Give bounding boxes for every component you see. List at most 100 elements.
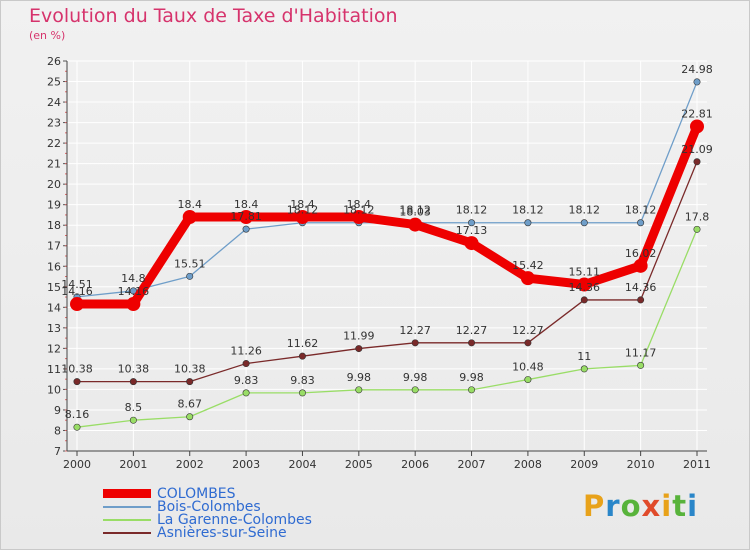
data-point — [637, 296, 645, 304]
data-point — [186, 413, 194, 421]
data-point — [580, 365, 588, 373]
data-point — [693, 225, 701, 233]
data-point — [355, 386, 363, 394]
legend-swatch — [103, 489, 151, 498]
data-label: 18.12 — [512, 204, 544, 217]
legend-label: La Garenne-Colombes — [157, 511, 312, 528]
data-point — [468, 386, 476, 394]
data-label: 15.42 — [512, 259, 544, 272]
y-tick-label: 13 — [47, 322, 61, 335]
data-label: 11.62 — [287, 337, 319, 350]
data-point — [73, 423, 81, 431]
logo-letter: i — [687, 489, 699, 523]
data-label: 18.12 — [456, 204, 488, 217]
data-point — [351, 210, 366, 224]
data-label: 17.8 — [685, 210, 710, 223]
logo-letter: t — [672, 489, 688, 523]
legend-swatch — [103, 518, 151, 521]
series-line-0 — [77, 124, 702, 309]
y-tick-label: 7 — [54, 445, 61, 458]
y-tick-label: 19 — [47, 199, 61, 212]
series-line-1 — [76, 81, 698, 298]
data-label: 18.12 — [287, 204, 319, 217]
y-tick-label: 25 — [47, 76, 61, 89]
y-tick-label: 8 — [54, 424, 61, 437]
data-point — [129, 378, 137, 386]
data-label: 10.48 — [512, 361, 544, 374]
data-label: 11 — [577, 350, 591, 363]
logo-letter: r — [605, 489, 621, 523]
data-point — [580, 219, 588, 227]
data-label: 9.98 — [403, 371, 428, 384]
data-point — [524, 219, 532, 227]
legend-label: Bois-Colombes — [157, 498, 261, 515]
data-label: 11.17 — [625, 346, 657, 359]
x-tick-label: 2002 — [176, 458, 204, 471]
x-tick-label: 2011 — [683, 458, 711, 471]
data-point — [633, 258, 648, 273]
x-tick-label: 2004 — [288, 458, 316, 471]
data-label: 9.98 — [347, 371, 372, 384]
legend-label: Asnières-sur-Seine — [157, 524, 287, 541]
data-label: 14.16 — [118, 285, 150, 298]
legend-item: COLOMBES — [103, 486, 312, 502]
y-tick-label: 18 — [47, 219, 61, 232]
data-label: 14.51 — [61, 278, 93, 291]
data-label: 18.12 — [625, 204, 657, 217]
data-label: 17.81 — [230, 210, 262, 223]
x-tick-label: 2003 — [232, 458, 260, 471]
data-point — [298, 352, 306, 360]
legend-swatch — [103, 531, 151, 534]
data-point — [73, 378, 81, 386]
data-point — [468, 219, 476, 227]
data-label: 22.81 — [681, 107, 713, 120]
y-tick-label: 20 — [47, 178, 61, 191]
data-label: 18.4 — [234, 198, 259, 211]
data-point — [295, 210, 310, 224]
logo-letter: o — [620, 489, 642, 523]
data-label: 11.99 — [343, 330, 375, 343]
y-tick-label: 22 — [47, 137, 61, 150]
data-point — [690, 119, 704, 134]
data-point — [355, 345, 363, 353]
y-tick-label: 21 — [47, 158, 61, 171]
proxiti-logo: Proxiti — [583, 489, 698, 523]
data-point — [637, 361, 645, 369]
data-label: 14.36 — [569, 281, 601, 294]
legend-item: La Garenne-Colombes — [103, 511, 312, 528]
series-line-2 — [76, 229, 698, 428]
legend-item: Bois-Colombes — [103, 498, 312, 515]
logo-letter: P — [583, 489, 606, 523]
data-label: 14.16 — [61, 285, 93, 298]
data-label: 15.51 — [174, 257, 206, 270]
y-tick-label: 15 — [47, 281, 61, 294]
data-label: 11.26 — [230, 345, 262, 358]
data-point — [637, 219, 645, 227]
y-tick-label: 23 — [47, 117, 61, 130]
legend-swatch — [103, 505, 151, 508]
chart-title: Evolution du Taux de Taxe d'Habitation — [29, 5, 398, 27]
data-point — [182, 210, 197, 224]
data-label: 10.38 — [118, 363, 150, 376]
data-label: 18.4 — [347, 198, 372, 211]
data-label: 18.4 — [177, 198, 202, 211]
data-label: 24.98 — [681, 63, 713, 76]
data-point — [126, 297, 141, 312]
data-point — [129, 416, 137, 424]
data-point — [242, 225, 250, 233]
data-point — [464, 236, 479, 251]
data-label: 18.12 — [399, 204, 431, 217]
data-point — [239, 210, 254, 224]
data-point — [186, 378, 194, 386]
y-tick-label: 16 — [47, 260, 61, 273]
x-tick-label: 2008 — [514, 458, 542, 471]
data-point — [520, 271, 535, 286]
data-label: 16.02 — [625, 247, 657, 260]
data-label: 12.27 — [399, 324, 431, 337]
data-label: 18.12 — [343, 204, 375, 217]
data-point — [242, 389, 250, 397]
data-label: 18.03 — [399, 206, 431, 219]
data-label: 8.67 — [177, 398, 202, 411]
